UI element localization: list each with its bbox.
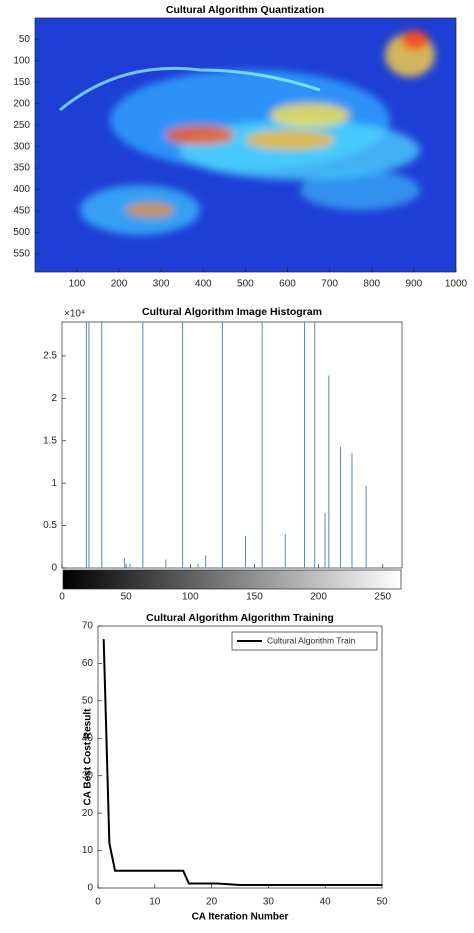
legend-label: Cultural Algorithm Train: [267, 635, 356, 645]
x-tick-label: 200: [111, 279, 128, 290]
line-series: [102, 639, 382, 887]
stems: [85, 322, 367, 568]
x-tick-label: 200: [310, 592, 327, 603]
y-tick-label: 250: [13, 120, 30, 131]
chart-title: Cultural Algorithm Image Histogram: [142, 306, 322, 318]
x-tick-label: 250: [374, 592, 391, 603]
y-tick-label: 450: [13, 206, 30, 217]
y-axis-label: CA Best Cost Result: [83, 708, 94, 806]
x-tick-label: 400: [195, 279, 212, 290]
y-tick-label: 70: [82, 621, 94, 632]
x-tick-label: 1000: [445, 279, 468, 290]
x-tick-label: 150: [246, 592, 263, 603]
x-tick-label: 100: [182, 592, 199, 603]
x-axis-label: CA Iteration Number: [192, 912, 289, 923]
x-tick-label: 0: [95, 897, 101, 908]
x-tick-label: 0: [59, 592, 65, 603]
axes-box: [97, 625, 383, 889]
y-tick-label: 1: [51, 478, 57, 489]
y-tick-label: 200: [13, 98, 30, 109]
x-tick-label: 300: [153, 279, 170, 290]
chart-title: Cultural Algorithm Quantization: [166, 4, 324, 16]
colorbar: [62, 569, 402, 590]
x-tick-label: 50: [121, 592, 133, 603]
y-tick-label: 2: [51, 393, 57, 404]
y-tick-label: 2.5: [43, 351, 57, 362]
x-tick-label: 50: [376, 897, 388, 908]
y-tick-label: 0: [87, 883, 93, 894]
y-tick-label: 60: [82, 658, 94, 669]
y-tick-label: 550: [13, 249, 30, 260]
x-tick-label: 900: [406, 279, 423, 290]
y-tick-label: 30: [82, 770, 94, 781]
y-tick-label: 1.5: [43, 435, 57, 446]
x-tick-label: 30: [263, 897, 275, 908]
x-tick-label: 100: [69, 279, 86, 290]
y-tick-label: 0.5: [43, 520, 57, 531]
y-tick-label: 50: [19, 34, 31, 45]
y-tick-label: 300: [13, 141, 30, 152]
x-tick-label: 10: [149, 897, 161, 908]
legend-box: [231, 631, 378, 651]
chart-title: Cultural Algorithm Algorithm Training: [146, 612, 334, 624]
x-tick-label: 40: [320, 897, 332, 908]
y-tick-label: 0: [51, 563, 57, 574]
quantized-image: [35, 18, 456, 272]
y-tick-label: 500: [13, 227, 30, 238]
y-tick-label: 50: [82, 695, 94, 706]
y-tick-label: 150: [13, 77, 30, 88]
x-tick-label: 500: [237, 279, 254, 290]
y-tick-label: 40: [82, 733, 94, 744]
x-tick-label: 600: [279, 279, 296, 290]
y-tick-label: 100: [13, 55, 30, 66]
x-tick-label: 20: [206, 897, 218, 908]
y-tick-label: 10: [82, 845, 94, 856]
axes-box: [61, 321, 403, 569]
x-tick-label: 800: [363, 279, 380, 290]
y-tick-label: 400: [13, 184, 30, 195]
y-tick-label: 350: [13, 163, 30, 174]
y-exponent-label: ×10⁴: [64, 309, 85, 320]
y-tick-label: 20: [82, 808, 94, 819]
x-tick-label: 700: [321, 279, 338, 290]
